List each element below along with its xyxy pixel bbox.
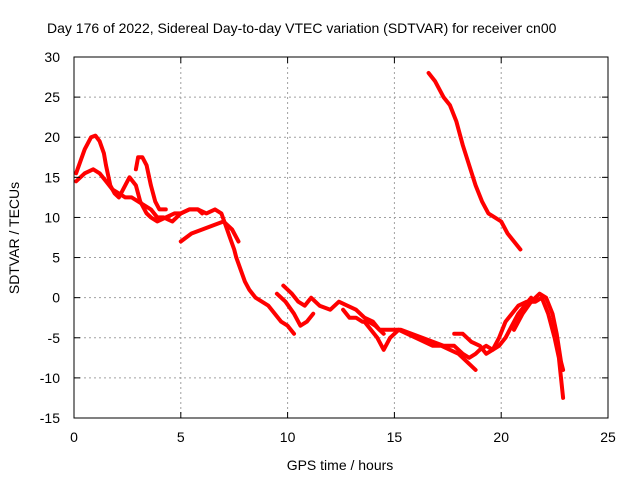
- x-axis-label: GPS time / hours: [287, 457, 394, 473]
- x-tick-label: 15: [387, 429, 403, 445]
- series-line-sat-d: [178, 219, 241, 244]
- series-line-sat-c: [133, 155, 168, 212]
- y-tick-label: 20: [44, 129, 60, 145]
- series-line-sat-j: [512, 291, 566, 372]
- x-tick-label: 25: [600, 429, 616, 445]
- y-tick-label: 25: [44, 89, 60, 105]
- y-tick-label: 15: [44, 169, 60, 185]
- series-group: [74, 71, 566, 400]
- series-line-sat-i: [452, 295, 566, 400]
- y-tick-label: -5: [48, 330, 61, 346]
- y-tick-label: -15: [40, 410, 60, 426]
- chart-title: Day 176 of 2022, Sidereal Day-to-day VTE…: [47, 20, 557, 36]
- series-line-sat-h: [362, 319, 478, 372]
- series-line-sat-k: [426, 71, 523, 252]
- y-tick-label: -10: [40, 370, 60, 386]
- x-tick-label: 20: [493, 429, 509, 445]
- series-line-sat-f: [274, 291, 316, 328]
- series-line-sat-g: [341, 307, 386, 336]
- y-tick-label: 5: [52, 250, 60, 266]
- y-tick-label: 0: [52, 290, 60, 306]
- x-tick-label: 0: [70, 429, 78, 445]
- series-line-sat-a: [74, 133, 205, 224]
- plot-frame: [73, 56, 609, 419]
- x-tick-label: 10: [280, 429, 296, 445]
- y-tick-label: 30: [44, 49, 60, 65]
- y-axis-label: SDTVAR / TECUs: [6, 182, 22, 294]
- y-tick-label: 10: [44, 209, 60, 225]
- axis-ticks: 0 5 10 15 20 25 -15 -10 -5 0 5 10 15 20 25 30: [40, 49, 616, 445]
- grid-lines: [74, 57, 608, 418]
- series-line-sat-b: [74, 167, 296, 336]
- x-tick-label: 5: [177, 429, 185, 445]
